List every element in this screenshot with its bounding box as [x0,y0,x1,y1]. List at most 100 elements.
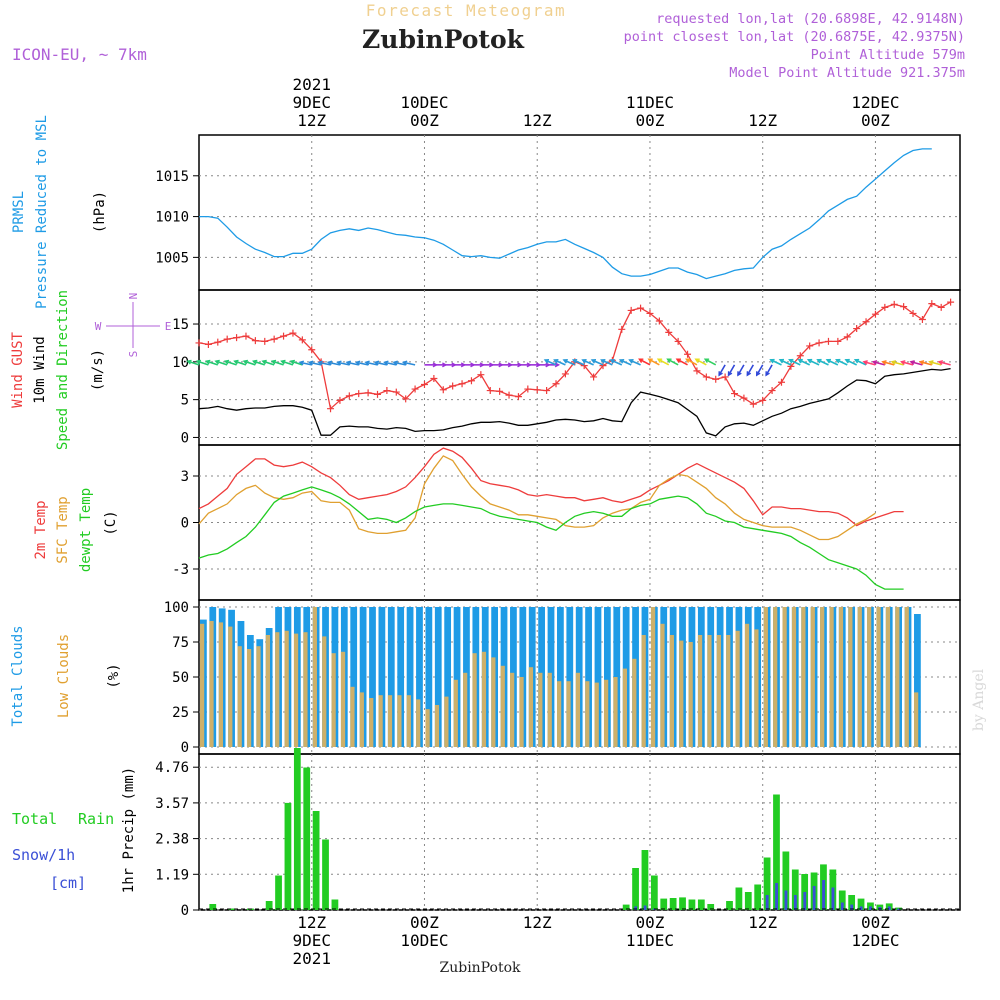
pressure-label-1: PRMSL [11,191,27,233]
snow-bar [840,902,844,910]
wind-arrow-head [326,360,333,366]
y-tick-label: 25 [172,705,189,721]
gust-marker [947,298,955,306]
wind-arrow-head [638,358,644,363]
gust-marker [618,325,626,333]
rain-bar [669,898,677,910]
snow-bar [784,890,788,910]
gust-marker [233,334,241,342]
wind-arrow [224,360,237,366]
gust-marker [364,389,372,397]
wind-arrow-head [890,360,897,366]
low-cloud-bar [820,607,825,747]
snow-bar [643,905,647,910]
snow-bar [634,906,638,910]
pressure-unit: (hPa) [92,191,108,233]
low-cloud-bar [669,635,674,747]
low-cloud-bar [228,626,233,747]
low-cloud-bar [538,672,543,747]
low-cloud-bar [425,709,430,747]
low-cloud-bar [904,607,909,747]
wind-arrow-head [562,358,568,364]
time-tick-label: 10DEC [400,93,448,112]
low-cloud-bar [688,642,693,747]
gust-marker [646,309,654,317]
gust-marker [862,318,870,326]
wind-arrow [243,360,256,366]
gust-marker [843,333,851,341]
rain-bar [782,851,790,910]
wind-arrow [657,358,670,366]
low-cloud-bar [744,623,750,747]
wind-arrow [798,359,811,366]
wind-panel: 0 5 10 15 [172,289,961,446]
low-cloud-bar [453,679,458,747]
low-cloud-bar [378,695,383,747]
gust-marker [759,396,767,404]
pressure-label-2: Pressure Reduced to MSL [34,115,50,309]
gust-marker [214,338,222,346]
gust-marker [533,386,541,394]
wind-arrow-head [214,359,220,365]
total-cloud-bar [359,607,367,747]
low-cloud-bar [340,651,346,747]
gust-marker [449,382,457,390]
low-cloud-bar [416,699,421,747]
wind-arrow [727,364,736,376]
rain-bar [331,899,339,910]
low-cloud-bar [697,635,703,747]
temp-labels: 2m Temp SFC Temp dewpt Temp (C) [33,488,119,572]
gust-marker [777,378,785,386]
rain-bar [838,890,846,910]
wind-arrow-head [909,360,915,366]
total-cloud-bar [444,607,452,747]
wind-arrow [544,359,557,366]
wind-arrow [328,361,341,366]
low-cloud-bar [594,682,599,747]
low-cloud-bar [857,607,862,747]
rain-bar [726,901,733,910]
wind-arrow [737,364,745,376]
wind-arrow-head [755,371,761,377]
gust-marker [796,352,804,360]
wind-compass: N S W E [95,293,172,358]
low-cloud-bar [200,623,205,747]
low-cloud-bar [275,632,280,747]
gust-marker [721,373,729,381]
wind-arrow [582,359,594,366]
snow-bar [850,904,854,910]
low-cloud-bar [829,607,834,747]
wind-arrow-head [223,359,230,365]
series-sfc-temp [198,455,876,541]
total-cloud-bar [585,607,592,747]
low-cloud-bar [481,651,487,747]
gust-marker [374,390,382,398]
total-cloud-bar [566,607,574,747]
wind-unit: (m/s) [90,349,106,391]
gust-marker [815,339,823,347]
low-cloud-bar [876,607,881,747]
y-tick-label: 75 [172,635,189,651]
y-tick-label: 1015 [155,169,189,185]
total-cloud-bar [416,607,423,747]
gust-marker [439,386,447,394]
wind-arrow-head [778,358,785,364]
wind-arrow-head [727,371,733,377]
low-cloud-bar [528,667,534,747]
gust-marker [806,342,814,350]
total-cloud-bar [453,607,461,747]
wind-arrow [215,360,228,366]
gust-marker [637,304,645,312]
rain-bar [688,899,696,910]
gust-marker [702,373,710,381]
y-tick-label: 5 [181,393,189,409]
gust-marker [467,377,475,385]
wind-arrow [393,361,406,366]
wind-arrow [374,361,388,366]
gust-marker [590,373,598,381]
rain-bar [744,892,752,910]
time-tick-label: 12Z [748,913,777,932]
temperature-panel: -3 0 3 [172,444,961,601]
low-cloud-bar [791,607,797,747]
